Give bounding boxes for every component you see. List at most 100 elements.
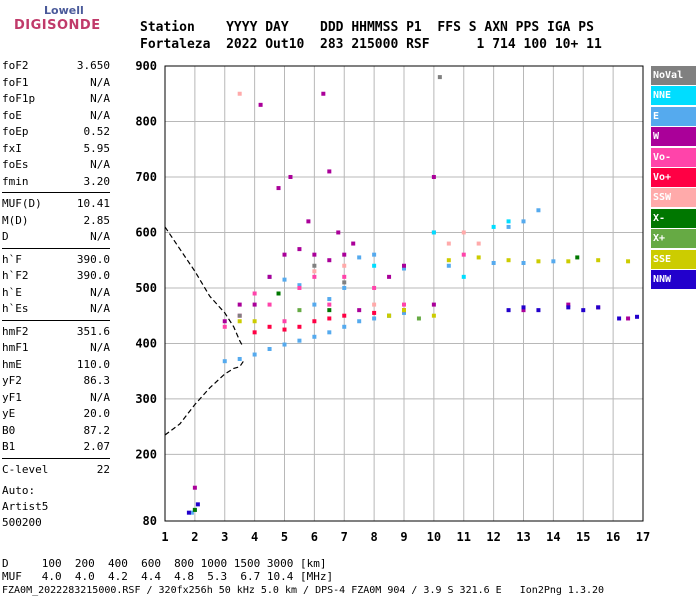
header-values: Fortaleza 2022 Out10 283 215000 RSF 1 71… [140,37,602,52]
data-point-w [282,252,287,257]
param-value: 87.2 [83,423,111,437]
data-point-e [222,359,227,364]
data-point-w [258,102,263,107]
y-tick-label: 80 [143,514,157,528]
data-point-nnw [596,305,601,310]
x-tick-label: 9 [400,530,407,544]
param-row-hf: h`F 390.0 [2,252,110,269]
data-point-nnw [581,308,586,313]
param-value: 10.41 [76,197,110,210]
data-point-e [282,277,287,282]
data-point-e [189,510,194,515]
param-value: 351.6 [76,324,110,338]
data-point-e [402,310,406,315]
param-name: hmF1 [2,341,29,354]
data-point-nnw [195,502,200,507]
param-row-b1: B1 2.07 [2,439,110,456]
ionogram-chart: 1 2 3 4 5 6 7 8 9 10 11 12 13 14 15 16 17802003004005006… [135,59,650,544]
data-point-sse [252,319,257,324]
param-name: B1 [2,440,16,453]
param-name: B0 [2,423,16,437]
data-point-e [327,297,332,302]
param-value: 86.3 [83,374,111,387]
y-tick-label: 700 [135,170,157,184]
data-point-w [336,230,341,235]
data-point-sse [431,313,436,318]
data-point-ssw [461,230,466,235]
data-point-noval [437,75,442,80]
param-row-fof1p: foF1p N/A [2,91,110,108]
data-point-sse [387,313,392,318]
data-point-e [267,346,272,351]
data-point-e [312,334,317,339]
data-point-vo [282,327,287,332]
param-value: 110.0 [76,357,110,371]
data-point-vo [402,302,406,307]
y-tick-label: 200 [135,447,157,461]
x-tick-label: 4 [251,530,258,544]
x-tick-label: 17 [636,530,650,544]
param-name: hmE [2,357,22,371]
data-point-noval [312,263,317,268]
param-name: M(D) [2,213,29,227]
x-tick-label: 5 [281,530,288,544]
param-name: h`F2 [2,269,29,282]
data-point-nnw [566,305,571,310]
data-point-w [222,319,227,324]
data-point-w [431,302,436,307]
data-point-e [327,330,332,335]
param-name: h`F [2,252,22,266]
data-point-w [192,485,197,490]
param-row-fmin: fmin 3.20 [2,174,110,191]
data-point-vo [342,313,347,318]
x-tick-label: 8 [371,530,378,544]
data-point-vo [252,291,257,296]
data-point-w [357,308,362,313]
data-point-x [416,316,421,321]
param-value: 3.650 [76,59,110,72]
data-point-e [551,259,556,264]
data-point-w [306,219,311,224]
data-point-sse [566,259,571,264]
data-point-e [342,285,347,290]
muf-row: MUF 4.0 4.0 4.2 4.4 4.8 5.3 6.7 10.4 [MH… [2,570,334,583]
param-value: 2.85 [83,213,111,227]
data-point-ssw [476,241,481,246]
param-row-he: h`E N/A [2,285,110,302]
param-value: N/A [90,158,110,171]
data-point-x [327,308,332,313]
data-point-sse [476,255,481,260]
parameter-table: foF2 3.650 foF1 N/A foF1p N/A foE N/A foEp 0.52 fx… [2,58,110,478]
data-point-w [521,308,526,313]
data-point-sse [536,259,541,264]
param-row-b0: B0 87.2 [2,423,110,440]
param-name: foEp [2,125,29,138]
file-info: FZA0M_2022283215000.RSF / 320fx256h 50 k… [2,585,605,596]
x-tick-label: 16 [606,530,620,544]
data-point-vo [222,324,227,329]
param-name: foF1 [2,75,29,89]
digisonde-logo: Lowell DIGISONDE [2,4,122,46]
data-point-vo [297,324,302,329]
legend-item-x: X- [651,208,696,228]
param-row-fof2: foF2 3.650 [2,58,110,75]
data-point-sse [626,259,631,264]
param-row-clevel: C-level 22 [2,462,110,479]
data-point-e [506,224,511,229]
legend-item-e: E [651,106,696,126]
data-point-w [351,241,356,246]
param-value: N/A [90,230,110,243]
data-point-e [402,266,406,271]
data-point-e [252,352,257,357]
profile-lower-curve [164,359,245,436]
data-point-nnw [617,316,622,321]
distance-row: D 100 200 400 600 800 1000 1500 3000 [km… [2,557,327,570]
data-point-ssw [237,91,242,96]
auto-code: 500200 [2,516,42,529]
data-point-vo [342,274,347,279]
legend-item-vo: Vo- [651,147,696,167]
param-separator [2,457,110,459]
data-point-nne [461,274,466,279]
legend-item-noval: NoVal [651,66,696,85]
data-point-e [491,260,496,265]
